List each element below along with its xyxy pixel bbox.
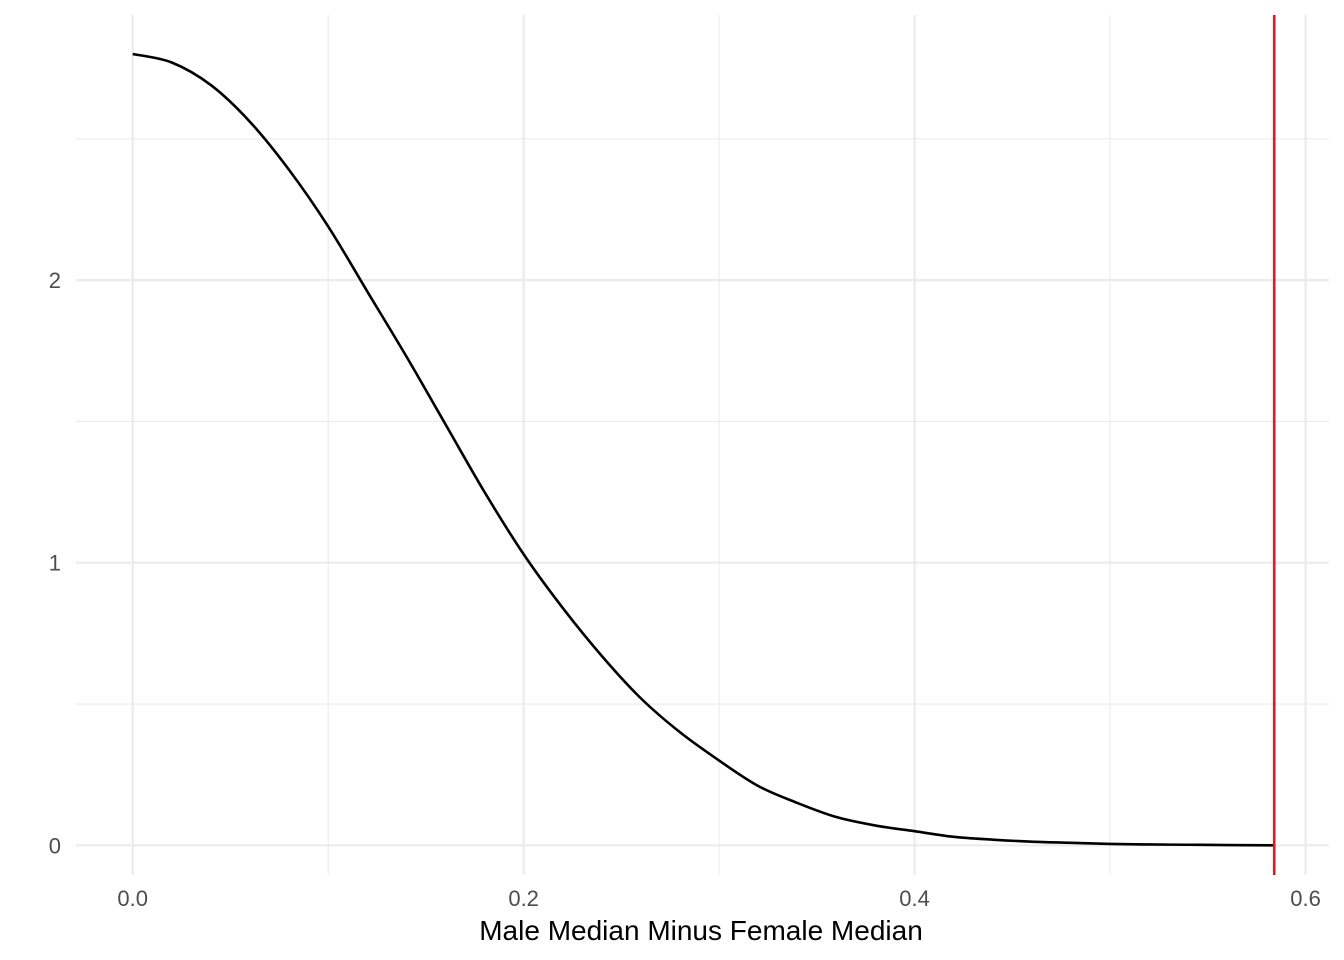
x-tick-label: 0.0 [117,886,148,911]
x-tick-label: 0.4 [899,886,930,911]
y-axis-tick-labels: 0 1 2 [49,268,61,858]
x-axis-title: Male Median Minus Female Median [479,915,923,946]
x-tick-label: 0.2 [508,886,539,911]
x-axis-tick-labels: 0.0 0.2 0.4 0.6 [117,886,1320,911]
x-tick-label: 0.6 [1290,886,1321,911]
y-tick-label: 1 [49,551,61,576]
series-layer [132,52,1275,847]
density-curve [132,52,1275,847]
y-tick-label: 0 [49,833,61,858]
major-grid [76,15,1329,875]
minor-grid [76,15,1329,875]
y-tick-label: 2 [49,268,61,293]
